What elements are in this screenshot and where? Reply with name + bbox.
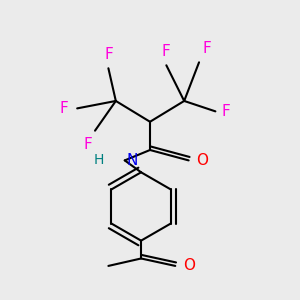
Text: N: N — [126, 153, 138, 168]
Text: F: F — [104, 47, 113, 62]
Text: O: O — [183, 258, 195, 273]
Text: F: F — [83, 136, 92, 152]
Text: F: F — [59, 101, 68, 116]
Text: F: F — [162, 44, 171, 59]
Text: F: F — [202, 41, 211, 56]
Text: F: F — [221, 104, 230, 119]
Text: H: H — [94, 153, 104, 167]
Text: O: O — [196, 153, 208, 168]
